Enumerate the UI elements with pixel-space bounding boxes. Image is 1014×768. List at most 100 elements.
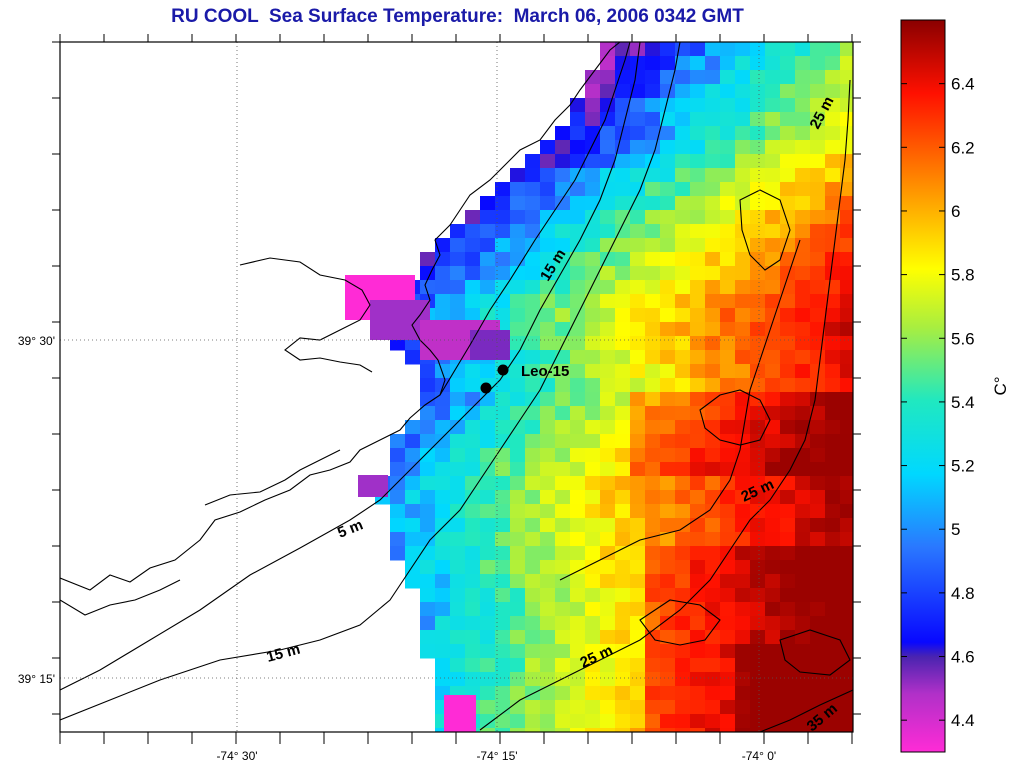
sst-cell [615,238,631,253]
sst-cell-cold-patch [470,330,510,360]
sst-cell [420,574,436,589]
sst-cell [510,616,526,631]
sst-cell [480,392,496,407]
sst-cell [435,364,451,379]
sst-cell [645,420,661,435]
sst-cell [675,616,691,631]
sst-cell [630,252,646,267]
sst-cell [420,392,436,407]
sst-cell [405,420,421,435]
sst-cell [465,560,481,575]
sst-cell [690,560,706,575]
sst-cell [510,504,526,519]
sst-cell [690,448,706,463]
sst-cell [420,546,436,561]
sst-cell [735,686,751,701]
sst-cell [825,308,841,323]
sst-cell [390,448,406,463]
sst-cell [765,98,781,113]
sst-cell [720,574,736,589]
sst-cell [795,504,811,519]
sst-cell [480,266,496,281]
sst-cell [735,630,751,645]
sst-cell [600,392,616,407]
sst-cell [585,686,601,701]
sst-cell [510,182,526,197]
sst-cell [765,434,781,449]
sst-cell [585,588,601,603]
sst-cell [600,728,616,732]
sst-cell [585,546,601,561]
colorbar-tick-label: 4.8 [951,584,975,603]
sst-cell [435,658,451,673]
sst-cell [810,448,826,463]
sst-cell [750,644,766,659]
sst-cell [720,588,736,603]
sst-cell [585,210,601,225]
sst-cell [690,280,706,295]
sst-cell [675,336,691,351]
sst-cell [765,210,781,225]
sst-cell [600,448,616,463]
sst-cell [555,434,571,449]
sst-cell [615,350,631,365]
sst-cell [615,364,631,379]
sst-cell [600,504,616,519]
sst-cell [645,238,661,253]
sst-cell [630,504,646,519]
sst-cell [435,630,451,645]
sst-cell [570,462,586,477]
sst-cell [510,700,526,715]
sst-cell [600,56,616,71]
sst-cell [540,154,556,169]
sst-cell [630,714,646,729]
sst-cell [540,294,556,309]
sst-cell [705,182,721,197]
sst-cell [825,518,841,533]
isobath-25m-b [559,239,801,581]
sst-cell [660,588,676,603]
sst-cell [825,336,841,351]
sst-cell [540,672,556,687]
sst-cell [660,56,676,71]
sst-cell [525,462,541,477]
sst-cell [435,392,451,407]
sst-cell [735,238,751,253]
sst-cell [825,532,841,547]
sst-cell [450,560,466,575]
sst-cell [735,364,751,379]
sst-cell [810,574,826,589]
sst-cell [720,182,736,197]
sst-cell [810,490,826,505]
sst-cell [615,84,631,99]
sst-cell [840,238,853,253]
sst-cell [765,532,781,547]
sst-cell [690,140,706,155]
sst-cell [495,602,511,617]
sst-cell [630,84,646,99]
sst-cell [780,616,796,631]
sst-cell [615,308,631,323]
sst-cell [720,238,736,253]
sst-cell [435,504,451,519]
sst-cell [780,434,796,449]
sst-cell [825,266,841,281]
sst-cell [780,224,796,239]
x-tick-label-1: -74° 30' [216,749,257,763]
sst-cell [615,700,631,715]
sst-cell [525,280,541,295]
sst-cell [810,476,826,491]
sst-cell [660,224,676,239]
sst-cell [570,238,586,253]
sst-cell [780,448,796,463]
sst-cell [795,700,811,715]
sst-cell [585,154,601,169]
sst-cell [780,266,796,281]
sst-cell [690,518,706,533]
sst-cell [660,322,676,337]
sst-cell [555,140,571,155]
sst-cell [435,434,451,449]
sst-cell [420,462,436,477]
sst-cell [690,574,706,589]
sst-cell [705,98,721,113]
